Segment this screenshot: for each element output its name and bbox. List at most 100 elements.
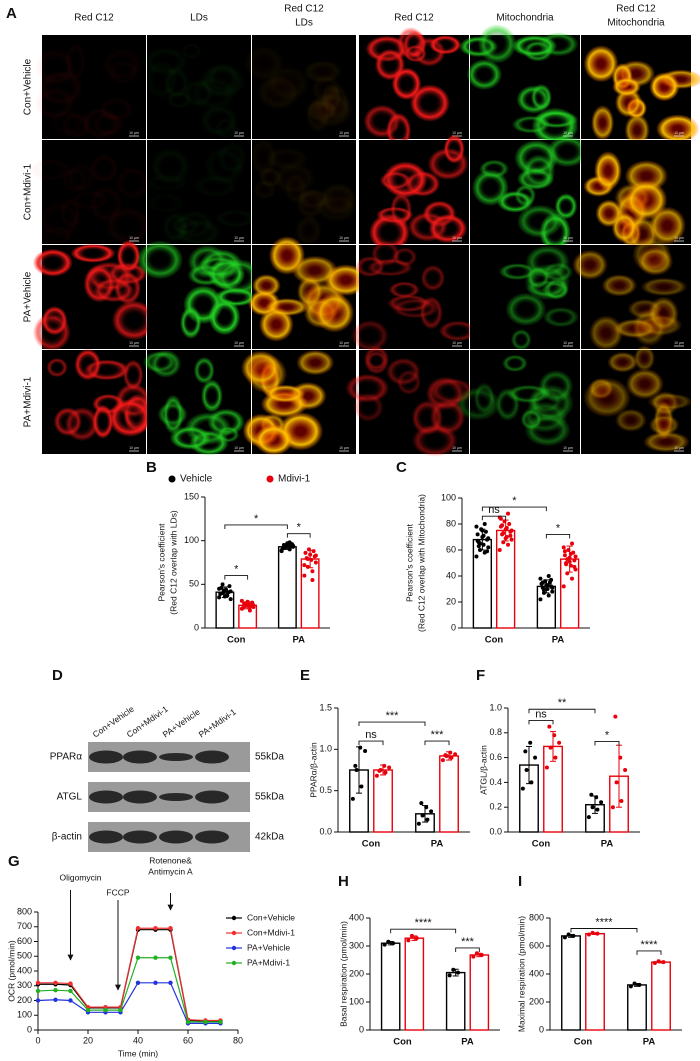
cell (614, 408, 647, 432)
x-tick-label: 80 (233, 1035, 243, 1045)
y-tick-label: 100 (17, 1010, 32, 1020)
data-point (564, 562, 569, 567)
y-tick-label: 80 (446, 518, 456, 528)
cell (70, 243, 116, 263)
y-tick-label: 50 (189, 579, 199, 589)
cell (105, 207, 152, 245)
y-tick-label: 150 (184, 491, 199, 501)
data-point (561, 545, 566, 550)
cell (607, 351, 639, 373)
cell (511, 115, 551, 134)
scale-bar-label: 10 μm (563, 236, 573, 240)
cell (214, 209, 257, 228)
data-point (220, 582, 225, 587)
legend-swatch (266, 475, 274, 483)
data-point (549, 577, 554, 582)
blot-band (195, 750, 229, 764)
data-point (509, 528, 514, 533)
annotation: Antimycin A (148, 866, 193, 876)
blot-band (159, 793, 193, 801)
marker (118, 1007, 123, 1013)
data-point (539, 581, 544, 586)
marker (103, 1007, 108, 1013)
cell (594, 151, 622, 191)
data-point (538, 597, 543, 602)
blot-band (123, 830, 157, 844)
cell (50, 110, 84, 136)
cell (115, 166, 150, 200)
marker (185, 1019, 191, 1025)
scale-bar-label: 10 μm (674, 341, 684, 345)
data-point (313, 553, 318, 558)
legend-label: Con+Vehicle (247, 912, 295, 922)
cell (304, 99, 339, 122)
cell (388, 281, 420, 298)
protein-label: PPARα (50, 752, 82, 763)
micrograph: 10 μm (581, 35, 700, 148)
scale-bar-label: 10 μm (339, 446, 349, 450)
significance-label: ns (488, 504, 500, 516)
cell (200, 379, 223, 413)
micrograph: 10 μm (359, 134, 469, 252)
marker (153, 955, 158, 960)
line (38, 927, 221, 1022)
marker (85, 1007, 91, 1013)
micrograph: 10 μm (143, 349, 251, 456)
x-tick-label: PA (552, 635, 565, 646)
data-point (557, 740, 562, 745)
error-bar (244, 601, 251, 610)
bar (495, 529, 516, 629)
scale-bar-label: 10 μm (452, 446, 462, 450)
data-point (661, 960, 666, 965)
cell (611, 212, 638, 243)
cell (150, 147, 190, 186)
significance-label: * (297, 522, 302, 534)
data-point (283, 545, 288, 550)
x-tick-label: Con (485, 635, 504, 646)
blot-band (159, 830, 193, 844)
cell (217, 426, 240, 443)
cell (625, 368, 664, 400)
bar (561, 935, 581, 1031)
scale-bar-label: 10 μm (234, 341, 244, 345)
error-bar (658, 960, 665, 964)
data-point (498, 516, 503, 521)
cell (391, 298, 440, 319)
data-point (406, 938, 411, 943)
data-point (359, 784, 364, 789)
cell (583, 45, 619, 83)
cell (420, 264, 446, 292)
data-point (570, 576, 575, 581)
data-point (520, 786, 525, 791)
cell (249, 137, 278, 178)
significance-label: * (605, 729, 610, 741)
micrograph: 10 μm (455, 350, 580, 454)
error-bar (566, 545, 573, 573)
x-tick-label: 20 (83, 1035, 93, 1045)
line (38, 929, 221, 1022)
cell (374, 48, 406, 81)
data-point (475, 538, 480, 543)
micrograph: 10 μm (247, 236, 368, 349)
legend-marker (231, 945, 237, 951)
data-point (628, 984, 633, 989)
y-tick-label: 0.8 (489, 727, 502, 737)
cell (505, 292, 547, 327)
blot-band (159, 753, 193, 761)
cell (314, 293, 355, 333)
cell (199, 105, 239, 137)
data-point (313, 560, 318, 565)
micrograph: 10 μm (34, 35, 146, 139)
y-tick-label: 0.4 (489, 777, 502, 787)
cell (93, 112, 124, 137)
y-tick-label: 60 (446, 544, 456, 554)
significance-bracket (528, 708, 596, 714)
marker (218, 1019, 223, 1025)
data-point (456, 970, 461, 975)
data-point (382, 942, 387, 947)
cell (527, 266, 550, 289)
data-point (562, 549, 567, 554)
y-tick-label: 40 (446, 570, 456, 580)
cell (477, 24, 517, 64)
y-tick-label: 0 (359, 1024, 364, 1034)
